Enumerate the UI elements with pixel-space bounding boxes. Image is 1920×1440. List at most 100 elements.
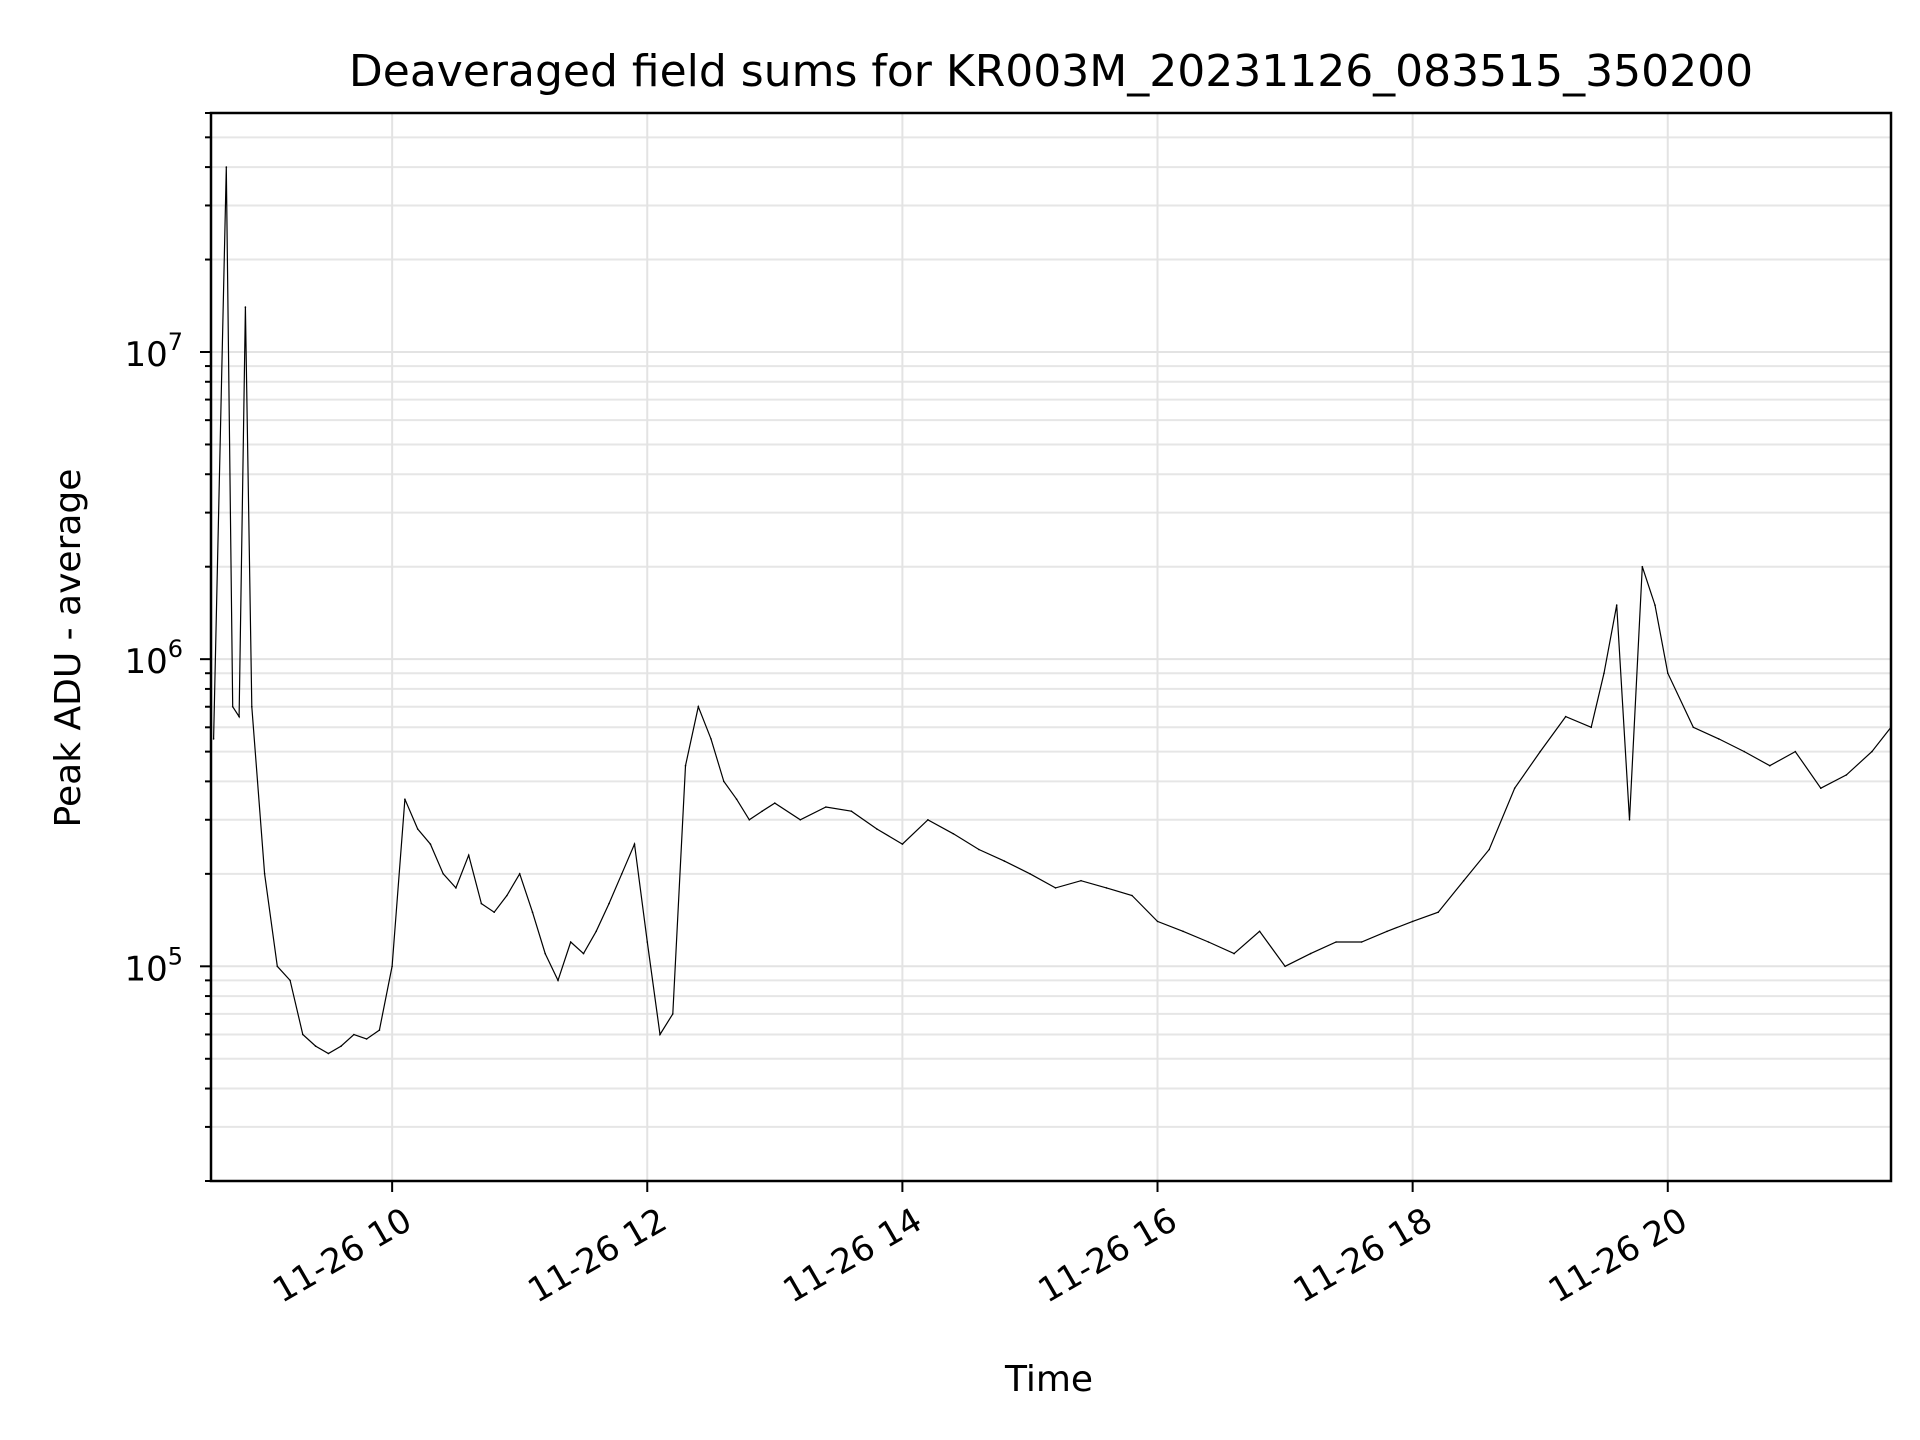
data-point xyxy=(748,819,751,821)
data-point xyxy=(646,941,649,943)
data-point xyxy=(1794,750,1797,753)
data-point xyxy=(1437,911,1439,913)
data-point xyxy=(1003,860,1006,862)
data-point xyxy=(621,873,623,875)
data-point xyxy=(1603,672,1605,674)
data-point xyxy=(544,952,546,955)
y-tick-label: 107 xyxy=(124,328,183,375)
data-point xyxy=(659,1033,661,1036)
data-point xyxy=(506,894,508,897)
data-point xyxy=(710,738,712,740)
data-point xyxy=(353,1033,355,1036)
data-point xyxy=(697,705,700,708)
data-point xyxy=(480,902,483,905)
data-point xyxy=(314,1045,317,1047)
x-tick-label: 11-26 16 xyxy=(1032,1200,1184,1311)
data-point xyxy=(467,854,470,856)
data-point xyxy=(276,965,279,968)
data-point xyxy=(569,941,572,943)
data-point xyxy=(1105,887,1108,889)
x-tick-label: 11-26 18 xyxy=(1287,1200,1439,1311)
x-tick-label: 11-26 14 xyxy=(776,1200,928,1311)
data-point xyxy=(1845,774,1848,776)
data-point xyxy=(684,764,687,767)
data-point xyxy=(1564,715,1567,718)
data-point xyxy=(1513,787,1516,789)
data-point xyxy=(1182,930,1184,933)
data-point xyxy=(1258,930,1261,933)
data-point xyxy=(1654,604,1656,606)
y-axis-label: Peak ADU - average xyxy=(48,469,89,828)
data-point xyxy=(1284,965,1286,968)
data-point xyxy=(1462,879,1465,882)
data-point xyxy=(557,979,559,982)
series xyxy=(212,166,1892,1055)
x-tick-label: 11-26 12 xyxy=(521,1200,673,1311)
data-point xyxy=(391,965,393,968)
data-point xyxy=(1029,873,1031,875)
data-point xyxy=(365,1038,368,1040)
data-point xyxy=(1820,787,1822,789)
data-point xyxy=(1615,604,1618,606)
series-line-0 xyxy=(213,167,1892,1055)
x-tick-label: 11-26 20 xyxy=(1542,1200,1694,1311)
data-point xyxy=(1386,930,1388,933)
data-point xyxy=(518,873,521,875)
data-point xyxy=(761,810,763,812)
data-point xyxy=(901,843,904,845)
data-point xyxy=(455,887,457,889)
data-point xyxy=(404,798,406,800)
data-point xyxy=(251,705,253,708)
data-point xyxy=(595,930,597,933)
data-point xyxy=(723,780,725,783)
data-point xyxy=(978,848,980,851)
data-point xyxy=(1743,750,1746,753)
data-point xyxy=(582,952,585,955)
data-point xyxy=(825,806,827,808)
data-point xyxy=(1692,726,1695,729)
data-point xyxy=(1360,941,1363,943)
data-point xyxy=(1054,887,1057,889)
data-point xyxy=(1667,672,1669,674)
data-point xyxy=(225,166,228,168)
chart-title: Deaveraged field sums for KR003M_2023112… xyxy=(349,46,1753,97)
data-point xyxy=(263,873,266,875)
data-point xyxy=(1488,848,1490,851)
plot-frame xyxy=(209,111,1893,1183)
data-point xyxy=(1411,920,1414,923)
data-point xyxy=(608,902,610,905)
data-point xyxy=(1309,952,1312,955)
data-point xyxy=(1233,952,1235,955)
data-point xyxy=(1335,941,1337,943)
data-point xyxy=(212,738,215,740)
data-point xyxy=(633,843,636,845)
data-point xyxy=(876,828,878,830)
x-axis-label: Time xyxy=(1004,1359,1093,1400)
data-point xyxy=(1590,726,1592,729)
data-point xyxy=(429,843,432,845)
data-point xyxy=(1769,764,1771,767)
data-point xyxy=(302,1033,304,1036)
data-point xyxy=(1080,879,1082,882)
x-tick-label: 11-26 10 xyxy=(266,1200,418,1311)
data-point xyxy=(378,1029,381,1031)
grid xyxy=(211,112,1891,1182)
data-point xyxy=(493,911,496,913)
data-point xyxy=(1871,750,1873,753)
data-point xyxy=(850,810,853,812)
data-point xyxy=(1207,941,1210,943)
data-point xyxy=(1131,894,1133,897)
data-point xyxy=(1641,565,1644,568)
data-point xyxy=(244,306,247,308)
data-point xyxy=(1539,750,1541,753)
y-tick-label: 105 xyxy=(124,942,183,989)
data-point xyxy=(1156,920,1159,923)
data-point xyxy=(327,1052,330,1055)
data-point xyxy=(289,979,291,982)
data-point xyxy=(735,798,738,800)
y-tick-label: 106 xyxy=(124,635,183,682)
axis-ticks: 105 106 107 11-26 10 11-26 12 11-26 14 11-26 1… xyxy=(124,112,1694,1311)
data-point xyxy=(531,911,534,913)
data-point xyxy=(238,715,240,718)
